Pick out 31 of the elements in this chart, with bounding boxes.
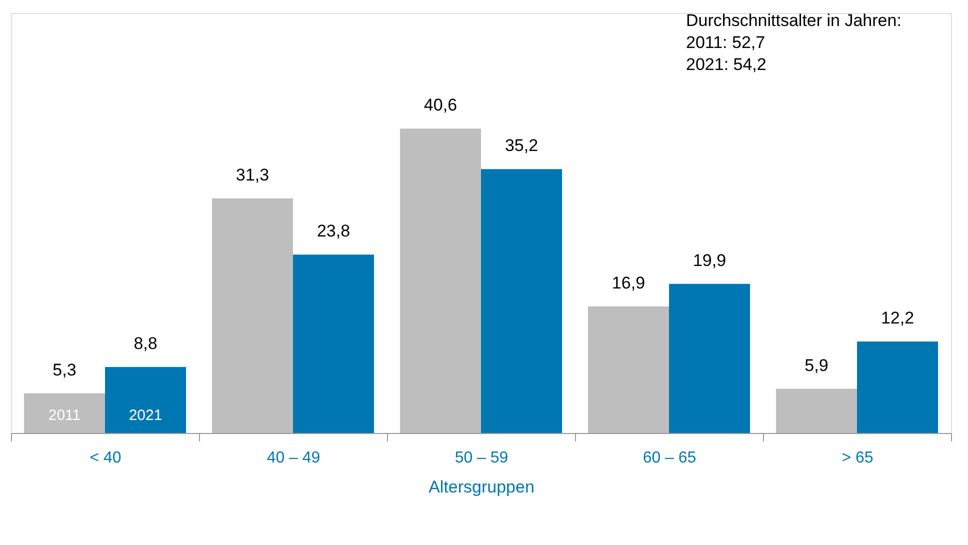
bar — [212, 198, 293, 433]
text: 2011: 52,7 — [686, 33, 766, 52]
data-label: 5,3 — [52, 360, 76, 380]
bar — [588, 306, 669, 433]
data-label: 19,9 — [692, 250, 726, 270]
bar — [24, 393, 105, 433]
bar — [481, 169, 562, 433]
series-label: 2011 — [48, 407, 81, 424]
data-label: 12,2 — [880, 308, 914, 328]
x-tick-label: > 65 — [842, 450, 874, 466]
data-label: 31,3 — [236, 165, 270, 184]
data-label: 23,8 — [316, 222, 350, 241]
series-label: 2021 — [128, 407, 162, 424]
data-label: 16,9 — [612, 273, 646, 292]
x-tick-label: 50 – 59 — [454, 450, 508, 466]
x-tick-label: < 40 — [90, 450, 122, 466]
bar — [857, 342, 938, 433]
bar — [105, 367, 186, 433]
text: Durchschnittsalter in Jahren: — [686, 11, 902, 30]
x-tick-label: 40 – 49 — [266, 450, 320, 466]
bar — [776, 388, 857, 433]
data-label: 35,2 — [504, 136, 538, 156]
x-axis-title: Altersgruppen — [428, 478, 534, 496]
data-label: 40,6 — [424, 96, 458, 115]
x-tick-label: 60 – 65 — [642, 450, 696, 466]
data-label: 5,9 — [804, 356, 828, 375]
text: 2021: 54,2 — [686, 55, 766, 74]
bar — [293, 254, 374, 433]
bar — [400, 128, 481, 433]
data-label: 8,8 — [134, 334, 158, 354]
bar — [669, 284, 750, 433]
